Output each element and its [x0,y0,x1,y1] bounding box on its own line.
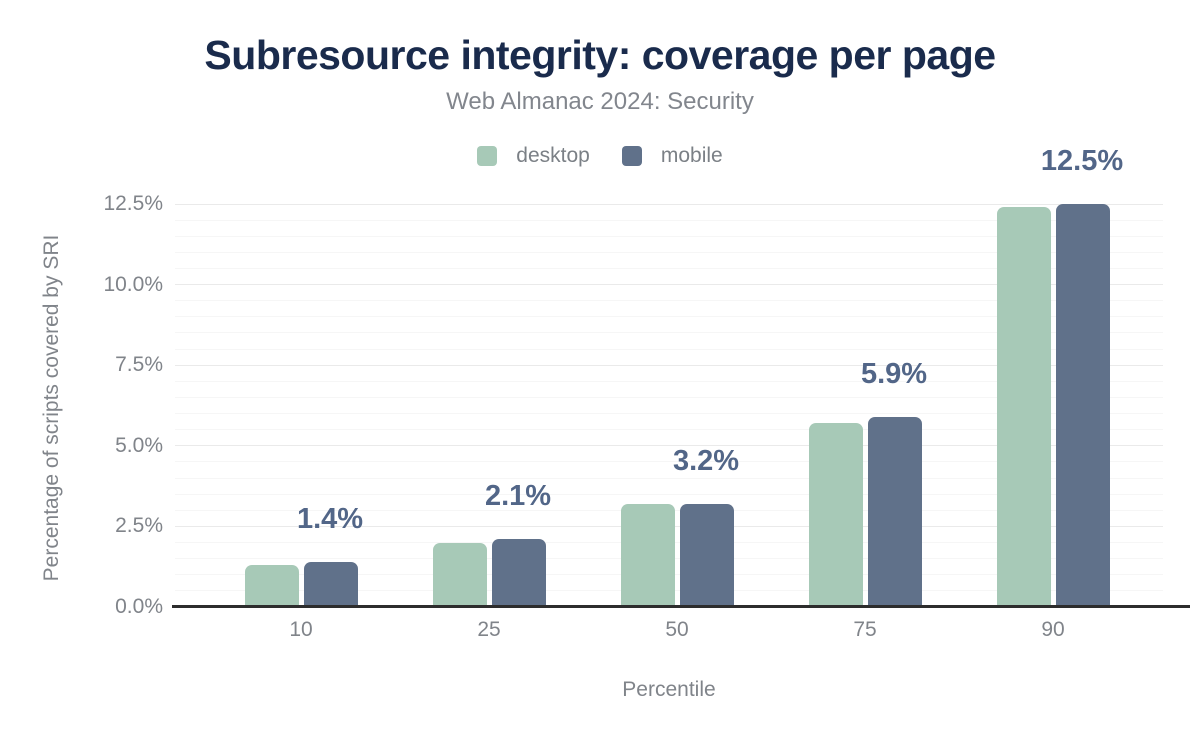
x-axis-ticks: 10 25 50 75 90 [207,618,1147,642]
legend-item-mobile: mobile [621,144,723,168]
x-tick-label: 25 [477,618,501,641]
data-label: 2.1% [484,480,552,513]
legend-item-desktop: desktop [477,144,590,168]
gridline-minor [175,493,1163,495]
bar-group-75: 5.9% [771,204,959,607]
gridline-minor [175,477,1163,479]
bar-group-50: 3.2% [583,204,771,607]
y-tick-label: 2.5% [115,514,163,538]
gridline-major [175,364,1163,366]
bar-mobile-75 [867,416,922,607]
bar-mobile-50 [679,503,734,607]
gridline-major [175,284,1163,286]
gridline-minor [175,461,1163,463]
x-tick-label: 75 [853,618,877,641]
gridline-minor [175,300,1163,302]
legend-label: mobile [660,144,723,167]
bar-mobile-25 [491,539,546,607]
bar-group-25: 2.1% [395,204,583,607]
y-tick-label: 7.5% [115,353,163,377]
gridline-major [175,445,1163,447]
x-axis-title: Percentile [622,678,716,701]
gridline-minor [175,235,1163,237]
legend: desktop mobile [0,144,1200,168]
y-tick-label: 10.0% [103,272,163,296]
gridline-minor [175,219,1163,221]
plot-area: 0.0% 2.5% 5.0% 7.5% 10.0% 12.5% 1.4% 2.1% 3.2% 5… [103,147,1190,617]
bar-mobile-10 [303,561,358,607]
data-label: 5.9% [860,357,928,390]
x-axis-line [172,605,1190,608]
bar-groups: 1.4% 2.1% 3.2% 5.9% 12.5% [207,147,1147,607]
gridline-minor [175,348,1163,350]
bar-group-10: 1.4% [207,204,395,607]
gridline-minor [175,413,1163,415]
x-tick-label: 90 [1041,618,1065,641]
y-tick-label: 5.0% [115,433,163,457]
bar-desktop-10 [244,565,299,607]
gridline-minor [175,396,1163,398]
bar-desktop-90 [996,207,1051,607]
y-tick-label: 12.5% [103,192,163,215]
bar-desktop-75 [808,423,863,607]
gridline-minor [175,316,1163,318]
gridline-minor [175,429,1163,431]
x-tick-label: 50 [665,618,689,641]
gridline-minor [175,380,1163,382]
chart-title: Subresource integrity: coverage per page [204,32,996,78]
chart-subtitle: Web Almanac 2024: Security [446,88,754,115]
bar-desktop-25 [432,542,487,607]
gridline-major [175,203,1163,205]
y-axis-title: Percentage of scripts covered by SRI [40,234,63,582]
data-label: 3.2% [672,444,740,477]
legend-swatch-mobile [621,146,642,166]
gridline-minor [175,332,1163,334]
gridline-minor [175,267,1163,269]
bar-mobile-90 [1055,204,1110,607]
x-tick-label: 10 [289,618,313,641]
legend-swatch-desktop [477,146,498,166]
data-label: 12.5% [1040,145,1124,177]
bar-group-90: 12.5% [959,147,1147,607]
legend-label: desktop [516,144,590,167]
gridline-minor [175,251,1163,253]
bar-desktop-50 [620,503,675,607]
y-tick-label: 0.0% [115,595,163,618]
data-label: 1.4% [296,502,364,535]
